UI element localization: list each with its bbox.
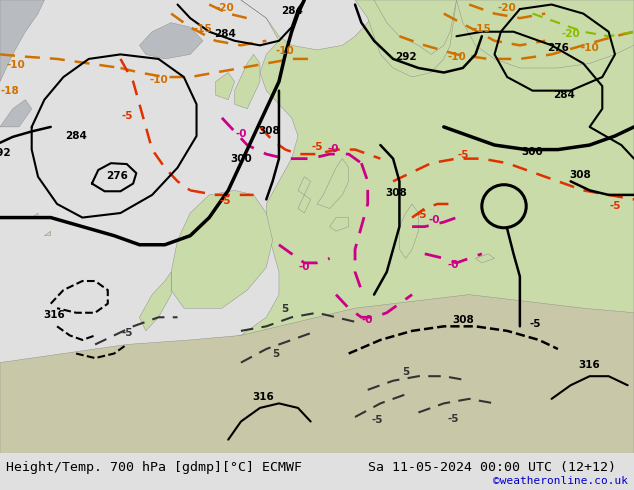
Text: -15: -15 <box>472 24 491 34</box>
Text: -5: -5 <box>416 210 427 221</box>
Text: 308: 308 <box>569 170 591 179</box>
Text: Sa 11-05-2024 00:00 UTC (12+12): Sa 11-05-2024 00:00 UTC (12+12) <box>368 462 616 474</box>
Polygon shape <box>298 177 311 195</box>
Text: -5: -5 <box>448 414 459 424</box>
Text: 5: 5 <box>272 349 280 360</box>
Polygon shape <box>317 159 349 209</box>
Text: 276: 276 <box>547 43 569 52</box>
Text: -20: -20 <box>561 29 580 39</box>
Text: Height/Temp. 700 hPa [gdmp][°C] ECMWF: Height/Temp. 700 hPa [gdmp][°C] ECMWF <box>6 462 302 474</box>
Text: -0: -0 <box>327 144 339 154</box>
Text: -0: -0 <box>448 260 459 270</box>
Polygon shape <box>139 23 203 59</box>
Polygon shape <box>0 99 32 127</box>
Polygon shape <box>171 191 273 308</box>
Polygon shape <box>0 0 44 82</box>
Text: -0: -0 <box>429 215 440 225</box>
Polygon shape <box>216 73 235 99</box>
Polygon shape <box>0 294 634 453</box>
Text: 284: 284 <box>65 131 87 141</box>
Polygon shape <box>44 231 51 236</box>
Text: -0: -0 <box>235 129 247 139</box>
Text: 308: 308 <box>452 315 474 324</box>
Text: 308: 308 <box>385 188 407 197</box>
Text: -0: -0 <box>362 315 373 324</box>
Text: -15: -15 <box>193 24 212 34</box>
Text: 284: 284 <box>214 29 236 39</box>
Text: 292: 292 <box>0 148 11 158</box>
Text: 284: 284 <box>553 90 575 100</box>
Text: -10: -10 <box>6 60 25 70</box>
Text: -5: -5 <box>457 150 469 160</box>
Polygon shape <box>0 0 634 453</box>
Text: -5: -5 <box>609 201 621 211</box>
Text: -5: -5 <box>121 111 133 121</box>
Text: -0: -0 <box>299 263 310 272</box>
Polygon shape <box>139 272 171 331</box>
Polygon shape <box>330 218 349 231</box>
Polygon shape <box>456 0 634 68</box>
Text: -5: -5 <box>121 328 133 338</box>
Text: -5: -5 <box>530 319 541 329</box>
Polygon shape <box>476 254 495 263</box>
Text: -10: -10 <box>447 51 466 62</box>
Polygon shape <box>374 0 456 54</box>
Text: -20: -20 <box>498 3 517 13</box>
Text: -5: -5 <box>219 196 231 206</box>
Text: 308: 308 <box>259 126 280 136</box>
Text: ©weatheronline.co.uk: ©weatheronline.co.uk <box>493 476 628 486</box>
Text: 5: 5 <box>402 367 410 377</box>
Polygon shape <box>399 204 418 258</box>
Text: 284: 284 <box>281 6 302 16</box>
Text: 316: 316 <box>252 392 274 402</box>
Polygon shape <box>298 195 311 213</box>
Polygon shape <box>32 213 38 218</box>
Text: -10: -10 <box>580 43 599 52</box>
Text: -18: -18 <box>0 86 19 96</box>
Text: -5: -5 <box>311 142 323 152</box>
Text: -5: -5 <box>372 415 383 425</box>
Text: -10: -10 <box>276 46 295 56</box>
Text: 316: 316 <box>579 360 600 370</box>
Text: 276: 276 <box>107 171 128 181</box>
Text: 316: 316 <box>43 310 65 320</box>
Text: 5: 5 <box>281 304 289 314</box>
Text: 292: 292 <box>395 51 417 62</box>
Polygon shape <box>355 0 456 77</box>
Polygon shape <box>235 54 260 109</box>
Text: 300: 300 <box>230 154 252 164</box>
Text: -20: -20 <box>216 3 235 13</box>
Text: -10: -10 <box>149 75 168 85</box>
Text: 300: 300 <box>522 147 543 157</box>
